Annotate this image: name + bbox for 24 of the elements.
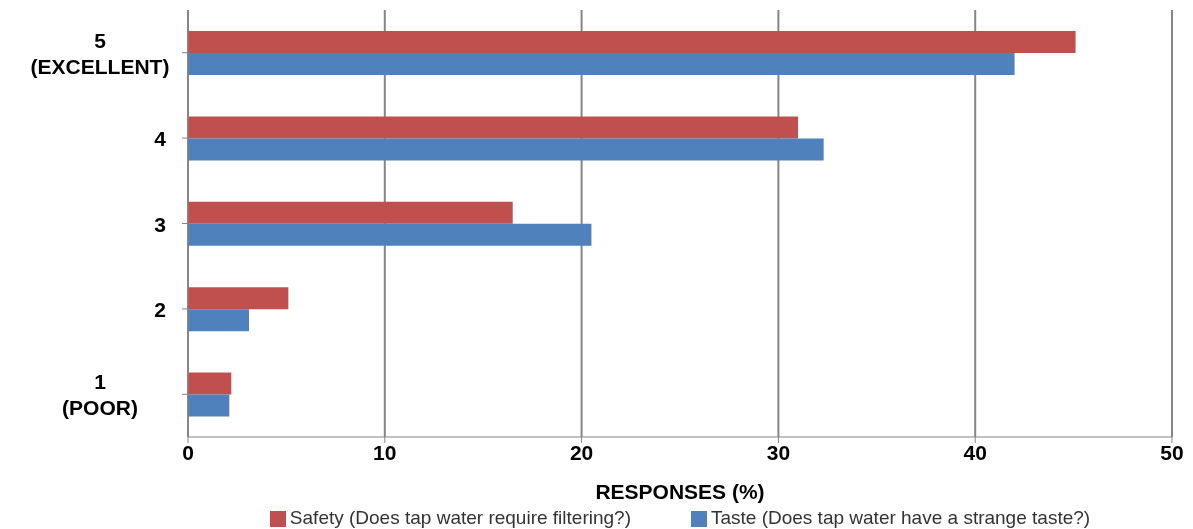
y-tick-label: 1 (POOR) — [62, 369, 138, 419]
bar — [188, 116, 799, 139]
x-tick-label: 30 — [766, 440, 791, 464]
y-tick-label: 3 — [154, 212, 166, 235]
bar — [188, 394, 230, 417]
x-tick-label: 50 — [1160, 440, 1184, 464]
x-tick-label: 20 — [569, 440, 594, 464]
bar — [188, 201, 513, 224]
bar — [188, 309, 250, 332]
legend-label: Taste (Does tap water have a strange taste?) — [710, 507, 1091, 528]
y-tick-label: 2 — [154, 297, 166, 321]
legend-label: Safety (Does tap water require filtering?) — [289, 507, 631, 528]
x-tick-label: 0 — [182, 440, 194, 464]
bar — [188, 31, 1076, 53]
x-tick-label: 10 — [373, 440, 397, 464]
x-axis-title: RESPONSES (%) — [595, 480, 765, 503]
bar — [188, 223, 592, 246]
y-tick-label: 4 — [154, 126, 167, 150]
y-tick-label: 5 (EXCELLENT) — [30, 28, 170, 78]
bar — [188, 372, 232, 395]
x-tick-label: 40 — [963, 440, 987, 464]
bar — [188, 53, 1015, 75]
bar — [188, 287, 289, 310]
bar — [188, 138, 824, 161]
